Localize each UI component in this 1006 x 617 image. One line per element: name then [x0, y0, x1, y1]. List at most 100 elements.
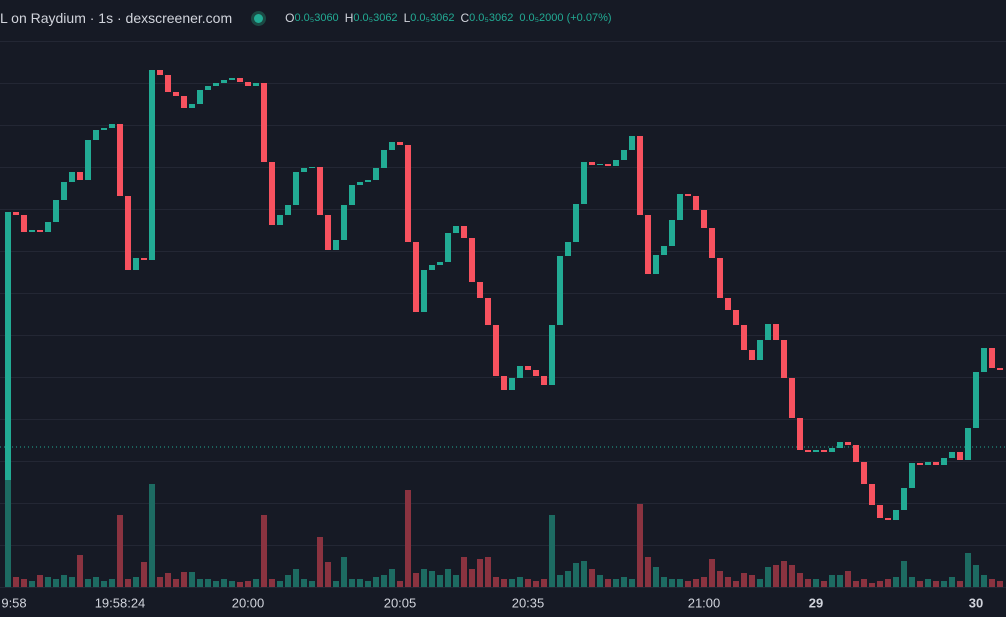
candle-body [925, 462, 931, 465]
volume-bar [469, 569, 475, 587]
candle-body [157, 70, 163, 75]
volume-bar [957, 581, 963, 587]
candle-body [501, 376, 507, 390]
ohlc-value: 0.0₅3062 [410, 12, 455, 24]
volume-bar [261, 515, 267, 587]
volume-bar [341, 557, 347, 587]
candle-body [885, 518, 891, 520]
x-tick-label: 21:00 [688, 595, 721, 610]
x-tick-label: 20:05 [384, 595, 417, 610]
candle-body [21, 215, 27, 232]
volume-bar [93, 577, 99, 587]
candle-body [805, 450, 811, 452]
volume-bar [293, 569, 299, 587]
status-dot [254, 13, 264, 23]
volume-bar [589, 569, 595, 587]
volume-bar [29, 581, 35, 587]
candle-body [229, 78, 235, 80]
volume-bar [773, 565, 779, 587]
volume-bar [621, 577, 627, 587]
candle-body [381, 150, 387, 168]
candle-body [325, 215, 331, 250]
candle-body [653, 255, 659, 274]
candle-body [357, 182, 363, 185]
candle-body [949, 452, 955, 458]
candle-body [813, 450, 819, 452]
volume-bar [253, 579, 259, 587]
candle-body [69, 172, 75, 182]
volume-bar [429, 571, 435, 587]
volume-bar [109, 579, 115, 587]
candle-body [789, 378, 795, 418]
candle-body [149, 70, 155, 260]
candle-body [909, 463, 915, 488]
volume-bar [541, 579, 547, 587]
candle-body [533, 370, 539, 376]
volume-bar [141, 562, 147, 587]
volume-bar [149, 484, 155, 587]
volume-bar [397, 581, 403, 587]
candle-body [293, 172, 299, 205]
candle-body [477, 282, 483, 298]
candle-body [461, 226, 467, 238]
candle-body [685, 194, 691, 196]
candle-body [541, 376, 547, 385]
volume-bar [653, 567, 659, 587]
change: 0.0₅2000 (+0.07%) [519, 12, 612, 24]
candle-body [549, 325, 555, 385]
candle-body [861, 462, 867, 484]
volume-bar [101, 581, 107, 587]
candle-body [413, 242, 419, 312]
candle-body [173, 92, 179, 96]
volume-bar [685, 581, 691, 587]
volume-bar [549, 515, 555, 587]
x-tick-label: 19:58:24 [95, 595, 146, 610]
candle-body [933, 462, 939, 465]
volume-bar [629, 579, 635, 587]
volume-bar [5, 480, 11, 587]
volume-bar [533, 581, 539, 587]
candle-body [13, 212, 19, 215]
volume-bar [237, 582, 243, 587]
candle-body [677, 194, 683, 220]
volume-bar [765, 567, 771, 587]
candle-body [117, 124, 123, 196]
volume-bar [973, 565, 979, 587]
candle-body [165, 75, 171, 92]
volume-bar [877, 581, 883, 587]
candle-body [573, 204, 579, 242]
candle-body [757, 340, 763, 360]
candle-body [981, 348, 987, 372]
volume-bar [373, 577, 379, 587]
volume-bar [701, 577, 707, 587]
volume-bar [85, 579, 91, 587]
volume-bar [405, 490, 411, 587]
volume-bar [301, 579, 307, 587]
candle-body [61, 182, 67, 200]
candle-body [5, 212, 11, 480]
candle-body [853, 445, 859, 462]
candle-body [877, 505, 883, 518]
volume-bar [445, 569, 451, 587]
volume-bar [213, 581, 219, 587]
volume-bar [69, 577, 75, 587]
volume-bar [517, 577, 523, 587]
volume-bar [157, 577, 163, 587]
candle-body [205, 86, 211, 90]
volume-bar [869, 583, 875, 587]
candle-body [637, 136, 643, 215]
volume-bar [789, 565, 795, 587]
candle-body [629, 136, 635, 150]
x-tick-label: 20:35 [512, 595, 545, 610]
volume-bar [709, 559, 715, 587]
candle-body [261, 83, 267, 162]
volume-bar [717, 571, 723, 587]
candle-body [445, 233, 451, 262]
candle-body [341, 205, 347, 240]
candle-body [317, 167, 323, 215]
candle-body [725, 298, 731, 310]
candle-body [845, 442, 851, 445]
volume-bar [133, 577, 139, 587]
volume-bar [189, 572, 195, 587]
candle-body [101, 128, 107, 130]
